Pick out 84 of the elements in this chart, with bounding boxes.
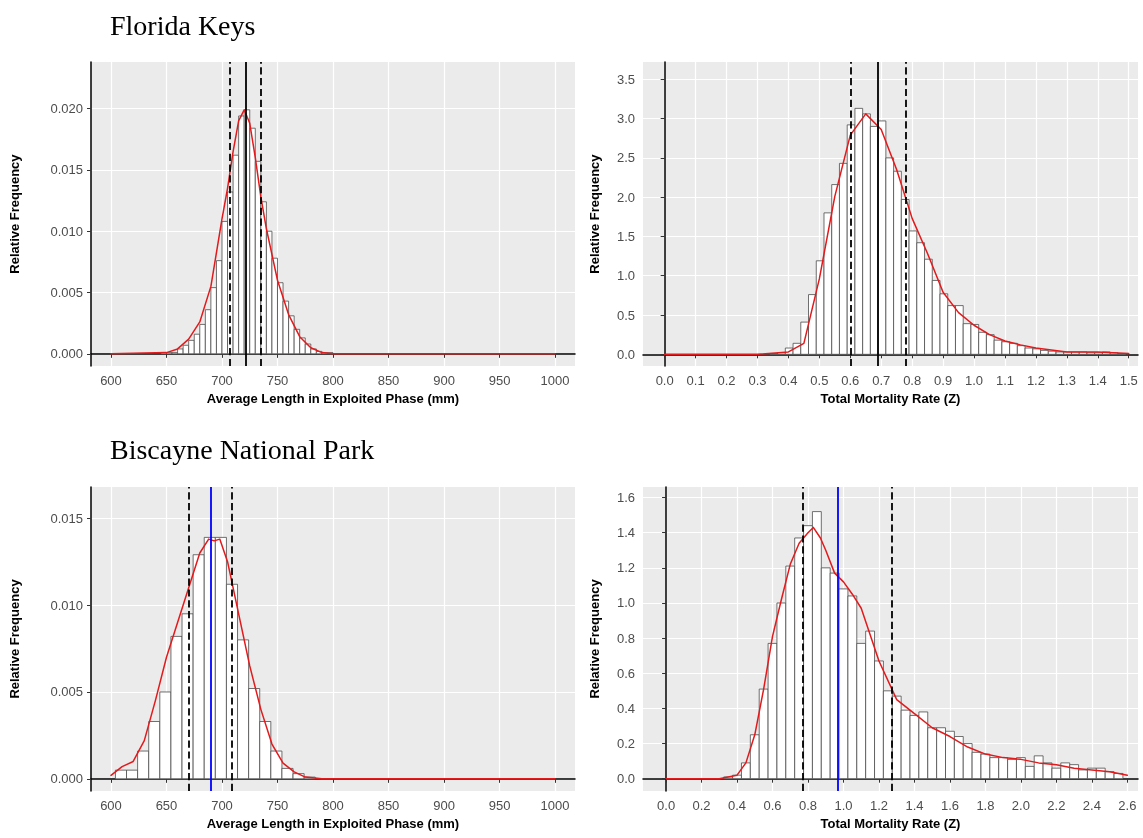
x-tick-label: 750: [266, 373, 289, 389]
x-tick-label: 950: [488, 373, 511, 389]
x-tick-label: 850: [377, 798, 400, 813]
y-tick-label: 0.000: [50, 346, 83, 362]
y-tick-label: 0.2: [616, 736, 635, 752]
y-tick-label: 2.5: [616, 150, 635, 166]
x-tick-label: 0.4: [779, 373, 798, 389]
x-tick-label: 800: [322, 373, 344, 389]
y-tick-label: 0.010: [50, 597, 83, 613]
y-tick-label: 0.020: [50, 101, 83, 117]
x-tick-label: 1.6: [940, 798, 959, 813]
x-tick-label: 0.2: [692, 798, 711, 813]
chart-title: Biscayne National Park: [110, 433, 375, 465]
x-tick-label: 0.1: [686, 373, 705, 389]
x-tick-label: 2.6: [1118, 798, 1137, 813]
x-tick-label: 0.0: [657, 798, 676, 813]
y-axis-title: Relative Frequency: [7, 578, 22, 699]
y-tick-label: 3.0: [616, 111, 635, 127]
x-tick-label: 0.0: [655, 373, 674, 389]
x-tick-label: 1.4: [905, 798, 924, 813]
y-tick-label: 1.6: [616, 490, 635, 506]
x-tick-label: 0.4: [727, 798, 747, 813]
y-tick-label: 3.5: [616, 71, 635, 87]
x-axis-title: Total Mortality Rate (Z): [820, 815, 961, 831]
y-tick-label: 0.0: [616, 771, 635, 787]
x-tick-label: 0.3: [748, 373, 767, 389]
x-tick-label: 750: [266, 798, 289, 813]
x-tick-label: 1000: [540, 373, 570, 389]
y-tick-label: 1.0: [616, 268, 635, 284]
x-tick-label: 700: [211, 798, 233, 813]
x-tick-label: 1.2: [1026, 373, 1045, 389]
x-tick-label: 850: [377, 373, 400, 389]
y-tick-label: 0.005: [50, 285, 83, 301]
x-tick-label: 1.2: [869, 798, 889, 813]
x-tick-label: 1.0: [964, 373, 984, 389]
x-tick-label: 0.6: [841, 373, 860, 389]
y-tick-label: 0.8: [616, 630, 635, 646]
y-tick-label: 1.0: [616, 595, 635, 611]
x-tick-label: 2.0: [1011, 798, 1030, 813]
x-tick-label: 1.0: [834, 798, 853, 813]
y-tick-label: 0.000: [50, 771, 83, 787]
x-axis-title: Average Length in Exploited Phase (mm): [206, 391, 460, 406]
x-tick-label: 0.8: [903, 373, 922, 389]
x-tick-label: 1.1: [995, 373, 1015, 389]
x-tick-label: 0.7: [872, 373, 891, 389]
y-tick-label: 0.0: [616, 346, 635, 362]
y-tick-label: 0.010: [50, 223, 83, 239]
y-tick-label: 2.0: [616, 189, 635, 205]
y-tick-label: 0.015: [50, 162, 83, 178]
x-tick-label: 1.4: [1088, 373, 1107, 389]
y-axis-title: Relative Frequency: [587, 153, 602, 274]
x-tick-label: 950: [488, 798, 511, 813]
x-axis-title: Average Length in Exploited Phase (mm): [206, 815, 460, 831]
y-tick-label: 0.5: [616, 307, 635, 323]
x-axis-title: Total Mortality Rate (Z): [820, 391, 961, 406]
x-tick-label: 600: [100, 798, 122, 813]
y-axis-title: Relative Frequency: [7, 153, 22, 274]
x-tick-label: 1.8: [976, 798, 995, 813]
x-tick-label: 600: [100, 373, 122, 389]
y-tick-label: 1.4: [616, 525, 635, 541]
x-tick-label: 650: [155, 798, 178, 813]
y-tick-label: 0.6: [616, 665, 635, 681]
x-tick-label: 0.6: [763, 798, 782, 813]
x-tick-label: 900: [433, 373, 455, 389]
x-tick-label: 0.9: [934, 373, 953, 389]
x-tick-label: 700: [211, 373, 233, 389]
x-tick-label: 2.4: [1082, 798, 1101, 813]
x-tick-label: 2.2: [1047, 798, 1066, 813]
y-tick-label: 0.015: [50, 510, 83, 526]
chart-title: Florida Keys: [110, 9, 256, 41]
x-tick-label: 1.5: [1119, 373, 1138, 389]
x-tick-label: 800: [322, 798, 344, 813]
x-tick-label: 1000: [540, 798, 570, 813]
x-tick-label: 0.8: [798, 798, 818, 813]
x-tick-label: 900: [433, 798, 455, 813]
x-tick-label: 0.2: [717, 373, 736, 389]
x-tick-label: 0.5: [810, 373, 829, 389]
x-tick-label: 1.3: [1057, 373, 1076, 389]
y-tick-label: 0.4: [616, 700, 635, 716]
y-axis-title: Relative Frequency: [587, 578, 602, 699]
y-tick-label: 1.2: [616, 560, 635, 576]
x-tick-label: 650: [155, 373, 178, 389]
y-tick-label: 1.5: [616, 228, 635, 244]
y-tick-label: 0.005: [50, 684, 83, 700]
